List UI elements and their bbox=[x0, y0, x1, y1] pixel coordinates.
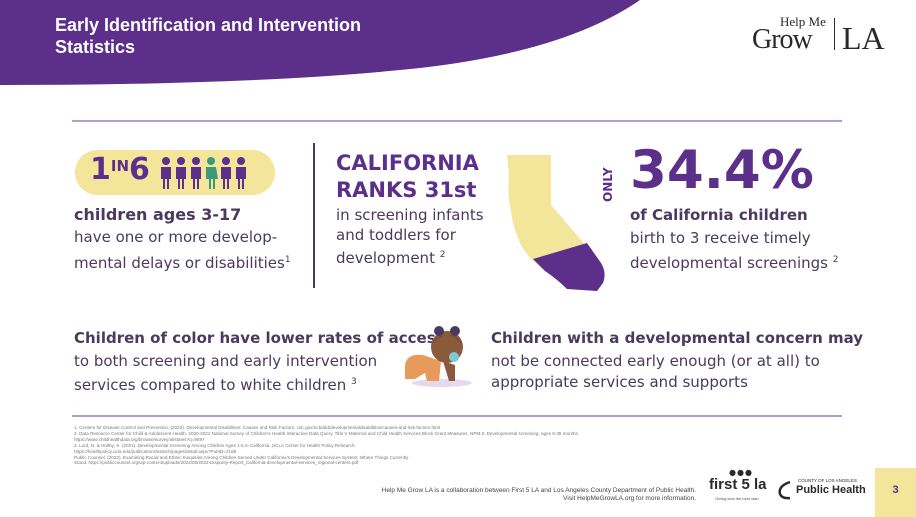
reference-item[interactable]: https://www.childhealthdata.org/browse/s… bbox=[74, 436, 205, 442]
column-divider bbox=[313, 143, 315, 288]
top-divider bbox=[72, 120, 842, 122]
stat2-heading: CALIFORNIA RANKS 31st bbox=[336, 151, 479, 202]
bottom-right-heading: Children with a developmental concern ma… bbox=[491, 329, 864, 347]
first-5-la-logo: ●●● first 5 la Giving kids the best star… bbox=[709, 468, 767, 501]
stat3-body: birth to 3 receive timely developmental … bbox=[630, 229, 839, 272]
reference-item[interactable]: https://healthpolicy.ucla.edu/publicatio… bbox=[74, 448, 237, 454]
stat2-body: in screening infants and toddlers for de… bbox=[336, 206, 484, 267]
reference-item: 2. Data Resource Center for Child & Adol… bbox=[74, 430, 580, 436]
reference-item: Public Counsel. (2022). Examining Racial… bbox=[74, 454, 409, 460]
one-in-six-label: 1IN6 bbox=[90, 152, 150, 187]
children-people-icon bbox=[161, 157, 246, 189]
references-list: 1. Centers for Disease Control and Preve… bbox=[74, 425, 694, 466]
header-banner bbox=[0, 0, 640, 85]
bottom-divider bbox=[72, 415, 842, 417]
stat3-percent: 34.4% bbox=[630, 140, 814, 201]
reference-item: 1. Centers for Disease Control and Preve… bbox=[74, 425, 441, 430]
help-me-grow-la-logo: Help Me Grow LA bbox=[752, 14, 885, 56]
svg-text:ONLY: ONLY bbox=[601, 167, 615, 202]
page-title: Early Identification and Intervention St… bbox=[55, 15, 362, 57]
bottom-right-body: not be connected early enough (or at all… bbox=[491, 352, 820, 391]
page-number: 3 bbox=[892, 484, 899, 496]
reference-item[interactable]: Stand. https://publiccounsel.org/wp-cont… bbox=[74, 460, 359, 466]
bottom-left-heading: Children of color have lower rates of ac… bbox=[74, 329, 445, 347]
stat3-heading: of California children bbox=[630, 206, 808, 224]
reference-item: 3. Lord, N. & Holtby, S. (2021). Develop… bbox=[74, 442, 356, 448]
stat1-heading: children ages 3-17 bbox=[74, 205, 242, 224]
crawling-baby-icon bbox=[405, 326, 472, 387]
stat1-body: have one or more develop-mental delays o… bbox=[74, 228, 291, 272]
county-seal-icon bbox=[778, 480, 791, 500]
bottom-left-body: to both screening and early intervention… bbox=[74, 352, 378, 394]
public-health-logo: COUNTY OF LOS ANGELES Public Health bbox=[776, 478, 886, 504]
only-label: ONLY bbox=[601, 167, 615, 202]
california-map-icon bbox=[507, 155, 605, 291]
footer-collaboration-text: Help Me Grow LA is a collaboration betwe… bbox=[381, 487, 696, 502]
page-number-tab bbox=[875, 468, 916, 517]
